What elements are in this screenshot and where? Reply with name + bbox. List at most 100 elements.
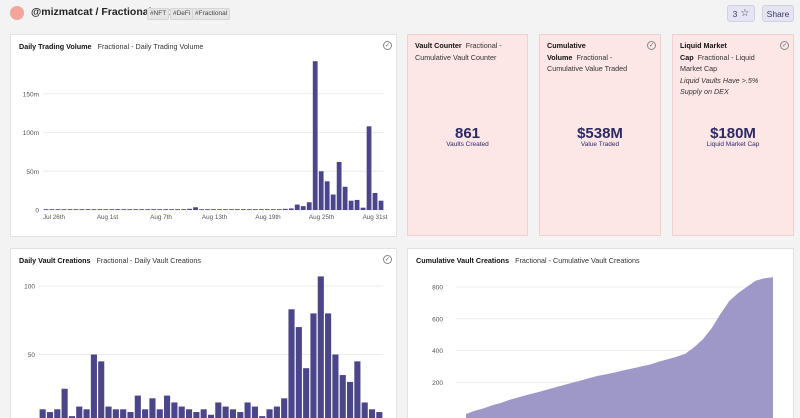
- volume-bar[interactable]: [181, 209, 186, 210]
- creation-bar[interactable]: [90, 354, 97, 418]
- creation-bar[interactable]: [361, 402, 368, 418]
- creation-bar[interactable]: [368, 409, 376, 418]
- creation-bar[interactable]: [193, 412, 200, 418]
- volume-bar[interactable]: [366, 126, 372, 210]
- creation-bar[interactable]: [46, 412, 54, 418]
- volume-bar[interactable]: [223, 209, 228, 210]
- volume-bar[interactable]: [55, 209, 61, 210]
- kpi-name[interactable]: Cumulative: [547, 41, 586, 50]
- volume-bar[interactable]: [61, 209, 67, 210]
- creation-bar[interactable]: [127, 412, 134, 418]
- creation-bar[interactable]: [339, 375, 346, 418]
- creation-bar[interactable]: [317, 276, 324, 418]
- volume-bar[interactable]: [348, 200, 354, 210]
- volume-bar[interactable]: [354, 199, 360, 210]
- volume-bar[interactable]: [85, 209, 91, 210]
- volume-bar[interactable]: [121, 209, 127, 210]
- star-button[interactable]: 3 ☆: [727, 5, 755, 22]
- tag-fractional[interactable]: #Fractional: [192, 8, 231, 20]
- volume-bar[interactable]: [151, 209, 157, 210]
- volume-bar[interactable]: [103, 209, 109, 210]
- creation-bar[interactable]: [325, 313, 332, 418]
- volume-bar[interactable]: [306, 202, 312, 210]
- volume-bar[interactable]: [342, 186, 348, 210]
- volume-bar[interactable]: [145, 209, 151, 210]
- volume-bar[interactable]: [91, 209, 97, 210]
- volume-bar[interactable]: [187, 208, 192, 210]
- creation-bar[interactable]: [347, 381, 354, 418]
- creation-bar[interactable]: [134, 395, 141, 418]
- creation-bar[interactable]: [83, 409, 90, 418]
- volume-bar[interactable]: [199, 209, 204, 210]
- avatar[interactable]: [10, 6, 24, 20]
- creation-bar[interactable]: [105, 406, 112, 418]
- cumulative-area[interactable]: [466, 277, 773, 418]
- creation-bar[interactable]: [178, 406, 185, 418]
- panel-name[interactable]: Cumulative Vault Creations: [416, 256, 510, 265]
- volume-bar[interactable]: [169, 209, 175, 210]
- volume-bar[interactable]: [312, 61, 318, 211]
- creation-bar[interactable]: [54, 409, 61, 418]
- volume-bar[interactable]: [300, 206, 306, 210]
- creation-bar[interactable]: [244, 402, 251, 418]
- volume-bar[interactable]: [43, 209, 49, 210]
- volume-bar[interactable]: [247, 209, 252, 210]
- creation-bar[interactable]: [215, 402, 222, 418]
- creation-bar[interactable]: [120, 409, 127, 418]
- creation-bar[interactable]: [237, 412, 244, 418]
- volume-bar[interactable]: [211, 209, 216, 210]
- volume-bar[interactable]: [360, 207, 366, 210]
- creation-bar[interactable]: [185, 409, 193, 418]
- creation-bar[interactable]: [61, 388, 68, 418]
- volume-bar[interactable]: [205, 209, 210, 210]
- volume-bar[interactable]: [157, 209, 163, 210]
- volume-bar[interactable]: [241, 209, 246, 210]
- volume-bar[interactable]: [336, 161, 342, 210]
- tag-defi[interactable]: #DeFi: [170, 8, 194, 20]
- creation-bar[interactable]: [376, 412, 383, 418]
- volume-bar[interactable]: [288, 208, 294, 210]
- creation-bar[interactable]: [207, 414, 215, 418]
- volume-bar[interactable]: [217, 209, 222, 210]
- panel-name[interactable]: Daily Trading Volume: [19, 42, 92, 51]
- creation-bar[interactable]: [229, 409, 237, 418]
- creation-bar[interactable]: [295, 327, 302, 418]
- verified-check-icon[interactable]: ✓: [647, 41, 656, 50]
- volume-bar[interactable]: [378, 200, 384, 210]
- volume-bar[interactable]: [229, 209, 234, 210]
- creation-bar[interactable]: [39, 409, 46, 418]
- creation-bar[interactable]: [142, 409, 149, 418]
- volume-bar[interactable]: [115, 209, 121, 210]
- creation-bar[interactable]: [273, 406, 280, 418]
- volume-bar[interactable]: [372, 192, 378, 210]
- volume-bar[interactable]: [175, 209, 180, 210]
- dashboard-title[interactable]: @mizmatcat / Fractional.Art: [31, 6, 170, 18]
- kpi-name[interactable]: Liquid Market: [680, 41, 727, 50]
- volume-bar[interactable]: [67, 209, 73, 210]
- creation-bar[interactable]: [222, 406, 229, 418]
- kpi-name-line2[interactable]: Volume: [547, 52, 573, 62]
- tag-nft[interactable]: #NFT: [147, 8, 170, 20]
- creation-bar[interactable]: [266, 409, 273, 418]
- verified-check-icon[interactable]: ✓: [383, 255, 392, 264]
- volume-bar[interactable]: [193, 207, 198, 210]
- verified-check-icon[interactable]: ✓: [780, 41, 789, 50]
- panel-name[interactable]: Daily Vault Creations: [19, 256, 91, 265]
- creation-bar[interactable]: [200, 409, 207, 418]
- volume-bar[interactable]: [282, 208, 288, 210]
- creation-bar[interactable]: [171, 402, 178, 418]
- creation-bar[interactable]: [259, 416, 266, 418]
- volume-bar[interactable]: [276, 209, 282, 210]
- volume-bar[interactable]: [49, 209, 55, 210]
- creation-bar[interactable]: [149, 398, 156, 418]
- volume-bar[interactable]: [330, 194, 336, 211]
- creation-bar[interactable]: [164, 395, 171, 418]
- share-button[interactable]: Share: [762, 5, 794, 22]
- creation-bar[interactable]: [98, 361, 105, 418]
- creation-bar[interactable]: [281, 398, 288, 418]
- creation-bar[interactable]: [76, 406, 83, 418]
- volume-bar[interactable]: [270, 209, 276, 210]
- volume-bar[interactable]: [235, 209, 240, 210]
- volume-bar[interactable]: [139, 209, 145, 210]
- creation-bar[interactable]: [288, 309, 295, 418]
